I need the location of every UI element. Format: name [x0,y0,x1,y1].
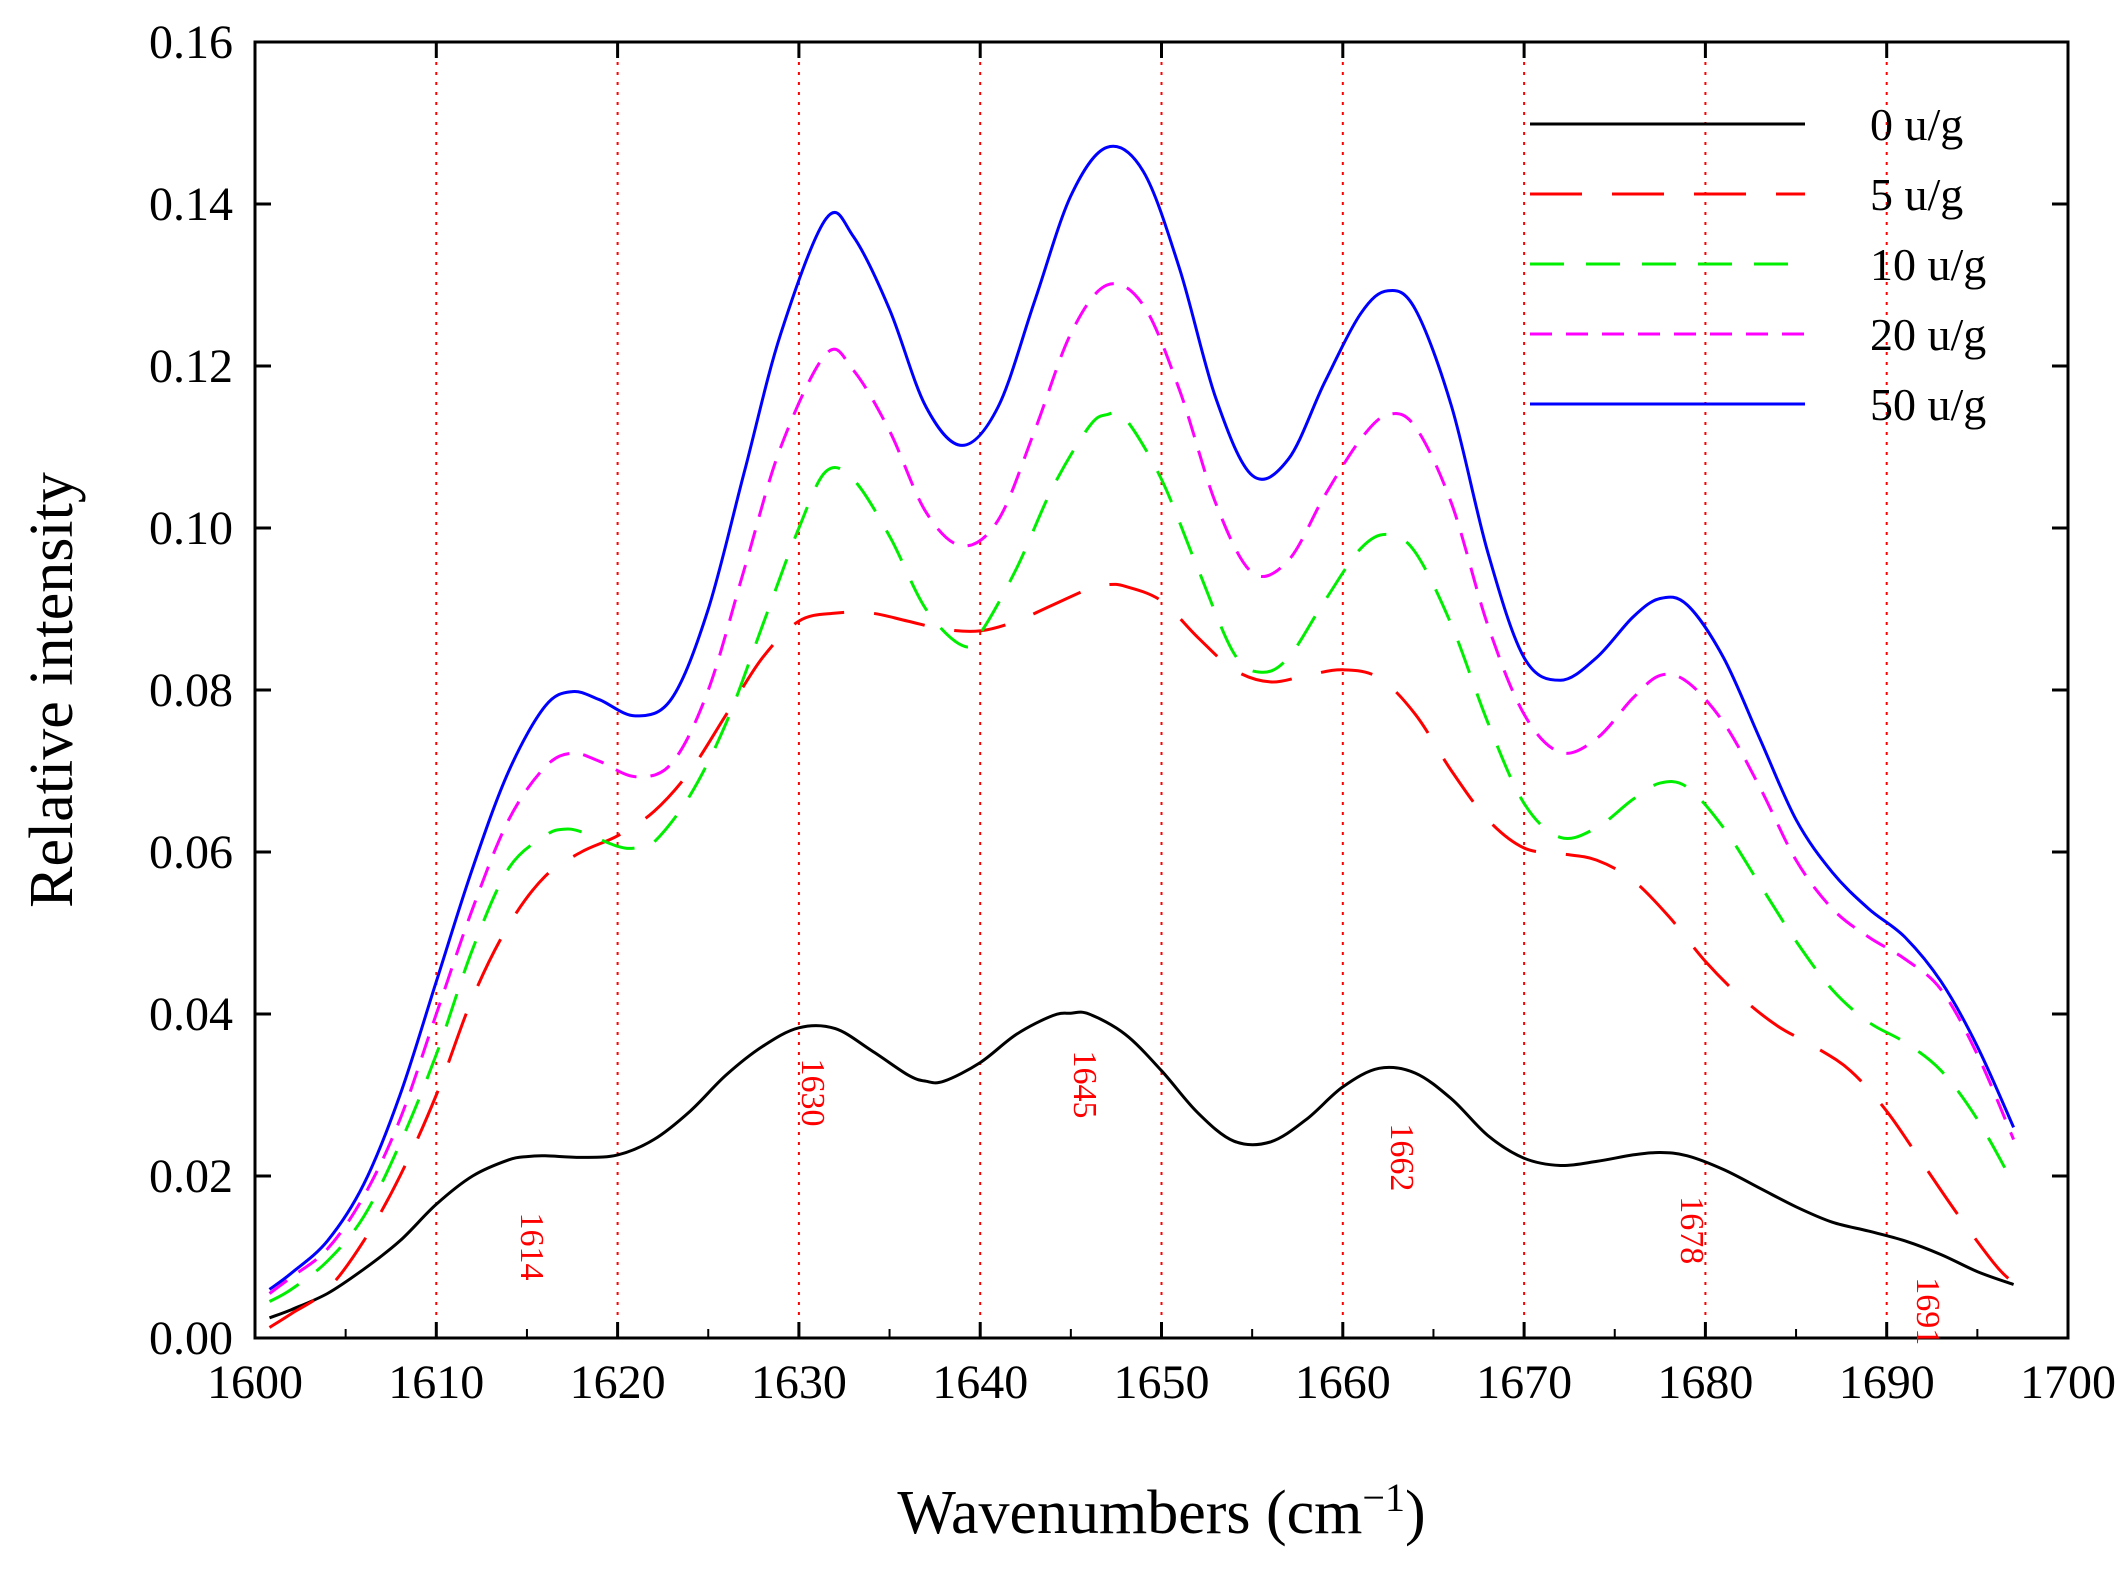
x-tick-label: 1630 [751,1356,847,1409]
x-tick-label: 1680 [1657,1356,1753,1409]
peak-label-1662: 1662 [1383,1123,1420,1191]
x-tick-label: 1700 [2020,1356,2116,1409]
series-line-0-u-g [268,1010,2015,1320]
x-axis-title-main: Wavenumbers (cm [897,1479,1362,1547]
y-tick-label: 0.02 [149,1150,233,1203]
series-lines [268,144,2015,1329]
x-tick-label: 1600 [207,1356,303,1409]
legend-label-2: 5 u/g [1870,169,1963,220]
x-tick-label: 1640 [932,1356,1028,1409]
peak-label-1678: 1678 [1673,1196,1710,1264]
x-tick-label: 1610 [388,1356,484,1409]
x-tick-label: 1690 [1839,1356,1935,1409]
x-axis-title-close: ) [1405,1479,1426,1547]
y-tick-label: 0.06 [149,826,233,879]
legend-label-1: 0 u/g [1870,99,1963,150]
x-axis-title-superscript: −1 [1362,1475,1405,1520]
y-tick-label: 0.10 [149,502,233,555]
peak-label-1614: 1614 [513,1212,550,1280]
y-tick-label: 0.12 [149,340,233,393]
series-line-50-u-g [268,144,2015,1291]
x-tick-label: 1670 [1476,1356,1572,1409]
y-tick-label: 0.04 [149,988,233,1041]
x-tick-label: 1650 [1114,1356,1210,1409]
legend: 0 u/g 5 u/g 10 u/g 20 u/g 50 u/g [1530,99,1986,430]
x-tick-label: 1660 [1295,1356,1391,1409]
series-line-10-u-g [268,410,2015,1303]
x-axis-title: Wavenumbers (cm−1) [897,1475,1425,1548]
legend-label-4: 20 u/g [1870,309,1986,360]
reference-lines [435,42,1888,1338]
y-tick-label: 0.08 [149,664,233,717]
peak-label-1630: 1630 [794,1059,831,1127]
x-tick-label: 1620 [570,1356,666,1409]
legend-label-5: 50 u/g [1870,379,1986,430]
y-tick-label: 0.14 [149,178,233,231]
peak-label-1691: 1691 [1909,1277,1946,1345]
axis-ticks: 1600 1610 1620 1630 1640 1650 1660 1670 1680 1690… [149,16,2116,1409]
series-line-5-u-g [268,582,2015,1329]
peak-annotations: 1614 1630 1645 1662 1678 1691 [513,1050,1946,1345]
y-tick-label: 0.16 [149,16,233,69]
peak-label-1645: 1645 [1066,1050,1103,1118]
legend-label-3: 10 u/g [1870,239,1986,290]
y-axis-title: Relative intensity [18,472,86,908]
y-tick-label: 0.00 [149,1312,233,1365]
